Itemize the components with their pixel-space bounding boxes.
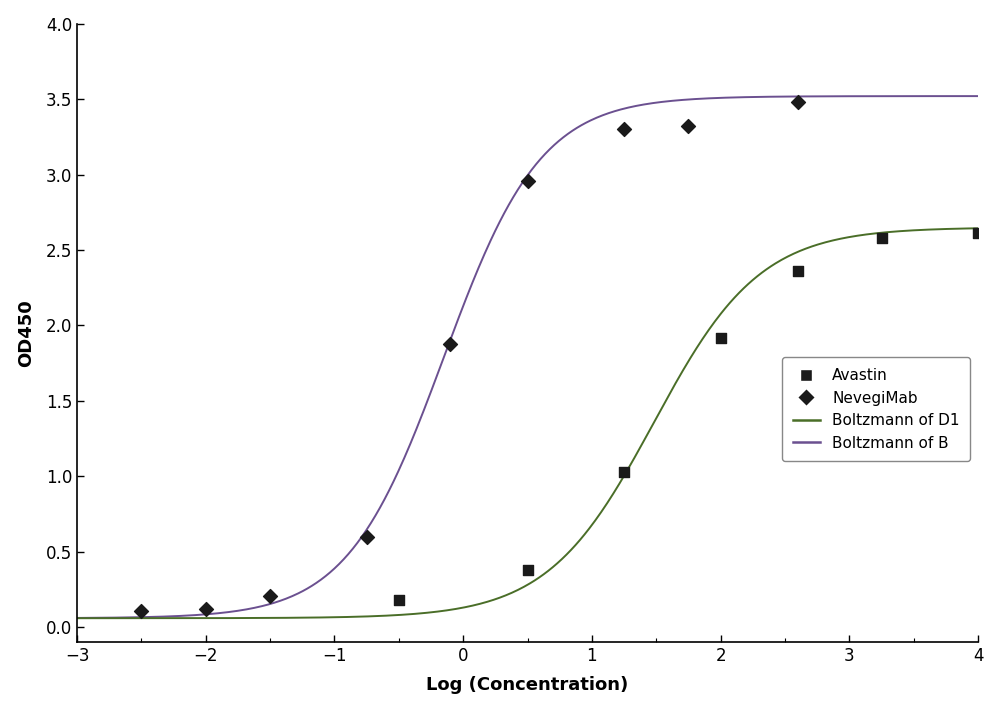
Legend: Avastin, NevegiMab, Boltzmann of D1, Boltzmann of B: Avastin, NevegiMab, Boltzmann of D1, Bol… [782, 357, 970, 461]
Point [713, 332, 729, 343]
Point [442, 338, 458, 349]
Point [198, 604, 214, 615]
X-axis label: Log (Concentration): Log (Concentration) [426, 676, 629, 695]
Point [616, 466, 632, 478]
Point [262, 590, 278, 602]
Point [790, 265, 806, 277]
Point [359, 531, 375, 542]
Point [874, 232, 890, 244]
Y-axis label: OD450: OD450 [17, 299, 35, 367]
Point [616, 124, 632, 135]
Point [391, 594, 407, 606]
Point [520, 565, 536, 576]
Point [790, 97, 806, 108]
Point [680, 121, 696, 132]
Point [520, 175, 536, 186]
Point [133, 605, 149, 616]
Point [970, 228, 986, 239]
